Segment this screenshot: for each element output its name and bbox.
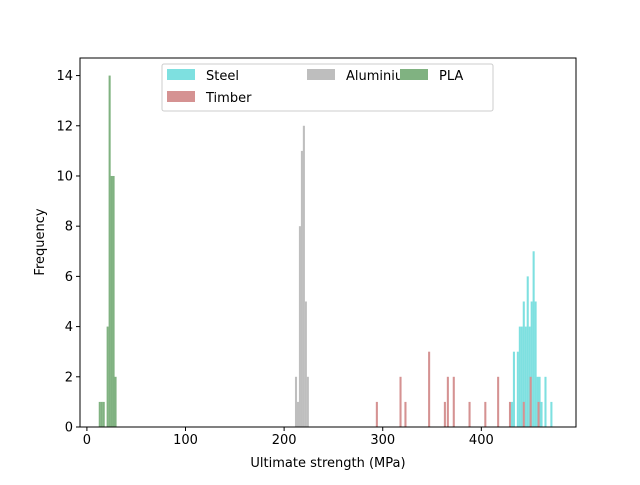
bar-aluminium [298,226,301,427]
bar-timber [375,401,378,427]
bar-timber [446,376,449,427]
legend-label-pla: PLA [439,69,463,84]
bar-timber [428,351,431,427]
x-tick-label: 300 [370,433,395,448]
y-tick-label: 8 [65,220,73,235]
bar-timber [399,376,402,427]
bar-aluminium [300,150,303,427]
bars-layer [98,75,553,427]
bar-aluminium [294,376,298,427]
bar-steel [534,301,537,427]
y-tick-label: 10 [56,169,73,184]
bar-timber [468,401,471,427]
bar-steel [522,301,525,427]
bar-pla [112,175,115,427]
bar-timber [404,401,407,427]
bar-timber [508,401,512,427]
bar-aluminium [304,301,307,427]
bar-steel [528,326,531,427]
bar-pla [102,401,105,427]
bar-pla [98,401,101,427]
legend-swatch-steel [167,69,195,80]
x-tick-label: 200 [272,433,297,448]
bar-timber [452,376,455,427]
bar-timber [529,376,532,427]
bar-aluminium [306,376,309,427]
y-tick-label: 4 [65,320,73,335]
bar-steel [516,351,519,427]
x-tick-label: 0 [83,433,91,448]
bar-timber [484,401,487,427]
legend-label-timber: Timber [205,91,252,106]
bar-steel [550,401,553,427]
bar-pla [106,326,109,427]
legend-swatch-aluminium [307,69,335,80]
legend-swatch-timber [167,91,195,102]
y-tick-label: 0 [65,421,73,436]
bar-steel [526,276,529,427]
x-tick-label: 100 [173,433,198,448]
bar-pla [108,75,111,427]
bar-steel [518,326,521,427]
bar-timber [522,401,525,427]
x-axis-label: Ultimate strength (MPa) [250,456,405,471]
bar-steel [520,326,523,427]
legend-swatch-pla [400,69,428,80]
bar-timber [537,401,540,427]
bar-steel [510,401,513,427]
series-timber [375,351,540,427]
series-aluminium [294,125,309,427]
bar-pla [110,175,113,427]
x-axis: 0 100 200 300 400 [83,427,494,448]
y-tick-label: 14 [56,69,73,84]
bar-steel [512,351,515,427]
bar-aluminium [302,125,305,427]
y-tick-label: 6 [65,270,73,285]
plot-frame [79,57,577,428]
y-tick-label: 2 [65,370,73,385]
bar-pla [114,376,117,427]
bar-steel [532,251,535,427]
y-tick-label: 12 [56,119,73,134]
legend-label-steel: Steel [206,69,239,84]
bar-steel [540,401,543,427]
bar-timber [497,376,500,427]
y-axis: 0 2 4 6 8 10 12 14 [56,69,80,436]
bar-timber [443,401,446,427]
legend: Steel Aluminium PLA Timber [161,63,494,112]
x-tick-label: 400 [469,433,494,448]
legend-label-aluminium: Aluminium [346,69,416,84]
bar-pla [100,401,103,427]
bar-steel [524,326,527,427]
bar-steel [530,301,533,427]
y-axis-label: Frequency [33,208,48,275]
bar-steel [544,376,547,427]
bar-aluminium [296,401,300,427]
series-pla [98,75,117,427]
